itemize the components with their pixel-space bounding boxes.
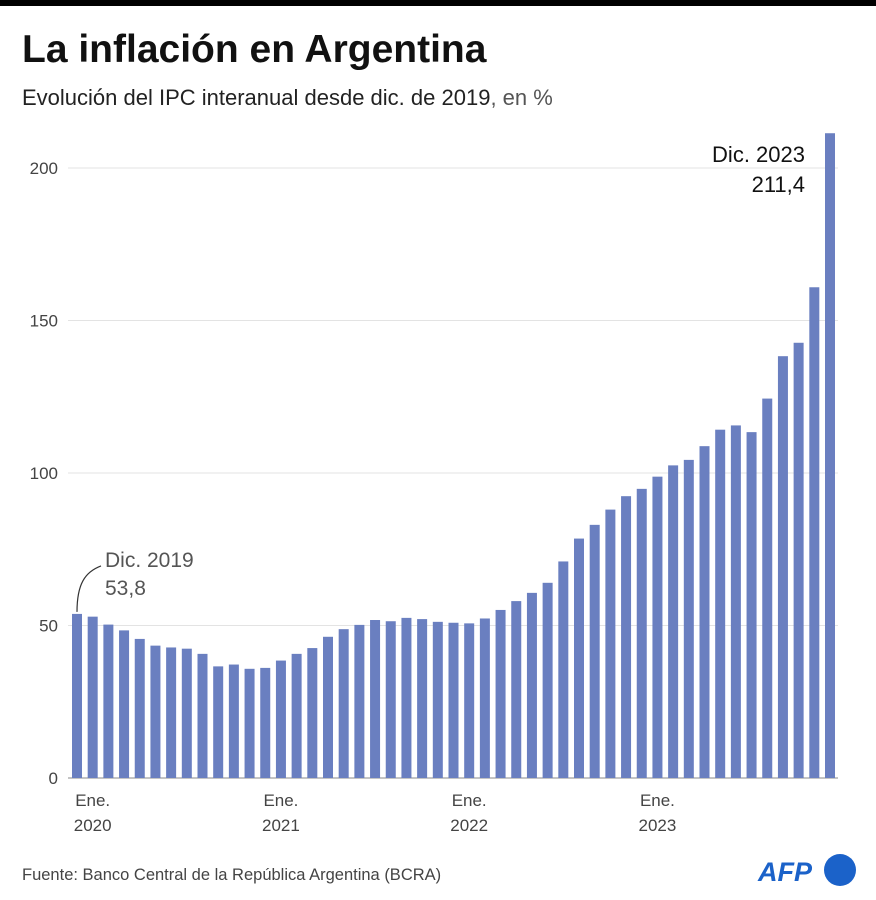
bar-jun-2023 (730, 425, 741, 778)
annotation-leader-line (76, 565, 102, 612)
x-tick-label: Ene. (452, 791, 487, 810)
annotation-label: Dic. 2023 (712, 142, 805, 167)
annotation-label: Dic. 2019 (105, 549, 194, 572)
bar-jul-2022 (558, 561, 569, 778)
chart-subtitle: Evolución del IPC interanual desde dic. … (22, 85, 553, 110)
x-tick-label: Ene. (75, 791, 110, 810)
bar-abr-2020 (134, 638, 145, 778)
bar-mar-2022 (495, 609, 506, 778)
afp-logo-circle (824, 854, 856, 886)
bar-mar-2021 (307, 648, 318, 778)
bar-jul-2023 (746, 432, 757, 778)
x-tick-label: 2021 (262, 816, 300, 835)
y-tick-label: 150 (30, 312, 58, 331)
bar-may-2021 (338, 629, 349, 778)
subtitle-unit: , en % (490, 85, 552, 110)
bar-jul-2021 (370, 620, 381, 778)
y-tick-label: 50 (39, 617, 58, 636)
annotations: Dic. 2019 53,8 Dic. 2023 211,4 (76, 142, 805, 612)
bars (72, 133, 835, 779)
bar-jun-2022 (542, 582, 553, 778)
bar-may-2020 (150, 645, 161, 778)
bar-oct-2020 (228, 664, 239, 778)
bar-ene-2020 (87, 616, 98, 778)
bar-ago-2023 (762, 398, 773, 778)
x-axis: Ene. 2020 Ene. 2021 Ene. 2022 Ene. 2023 (74, 791, 677, 835)
bar-ene-2022 (464, 623, 475, 778)
bar-ene-2021 (275, 660, 286, 778)
bar-dic-2020 (260, 667, 271, 778)
x-tick-label: 2022 (450, 816, 488, 835)
x-tick-label: Ene. (640, 791, 675, 810)
afp-logo: AFP (757, 854, 856, 887)
bar-feb-2020 (103, 624, 114, 778)
bar-dic-2022 (636, 488, 647, 778)
bar-ago-2020 (197, 653, 208, 778)
bar-nov-2020 (244, 668, 255, 778)
bar-may-2022 (526, 592, 537, 778)
chart-title: La inflación en Argentina (22, 28, 487, 71)
bar-ene-2023 (652, 476, 663, 778)
annotation-value: 211,4 (752, 172, 805, 197)
bar-sep-2021 (401, 617, 412, 778)
y-axis: 0 50 100 150 200 (30, 159, 58, 788)
bar-dic-2021 (448, 622, 459, 778)
bar-nov-2021 (432, 621, 443, 778)
bar-oct-2021 (417, 619, 428, 778)
x-tick-label: 2023 (639, 816, 677, 835)
bar-jun-2020 (166, 647, 177, 778)
bar-sep-2020 (213, 666, 224, 778)
bar-jun-2021 (354, 624, 365, 778)
x-tick-label: Ene. (263, 791, 298, 810)
annotation-value: 53,8 (105, 577, 146, 600)
bar-dic-2019 (72, 613, 82, 778)
subtitle-text: Evolución del IPC interanual desde dic. … (22, 85, 490, 110)
x-tick-label: 2020 (74, 816, 112, 835)
bar-sep-2022 (589, 524, 600, 778)
y-tick-label: 0 (49, 769, 58, 788)
bar-abr-2021 (323, 636, 333, 778)
bar-dic-2023 (825, 133, 835, 779)
source-note: Fuente: Banco Central de la República Ar… (22, 866, 441, 884)
afp-logo-text: AFP (757, 857, 813, 887)
bar-abr-2022 (511, 601, 522, 778)
top-rule (0, 0, 876, 6)
bar-mar-2020 (119, 630, 130, 778)
bar-feb-2022 (479, 618, 490, 778)
bar-ago-2021 (385, 621, 396, 778)
bar-abr-2023 (699, 446, 710, 778)
bar-feb-2021 (291, 653, 302, 778)
y-tick-label: 100 (30, 464, 58, 483)
bar-feb-2023 (668, 465, 679, 778)
bar-nov-2023 (809, 287, 820, 778)
bar-oct-2022 (605, 509, 616, 778)
bar-may-2023 (715, 429, 726, 778)
bar-ago-2022 (574, 538, 584, 778)
bar-nov-2022 (621, 496, 632, 778)
bar-jul-2020 (181, 648, 192, 778)
bar-mar-2023 (683, 459, 694, 778)
y-tick-label: 200 (30, 159, 58, 178)
bar-sep-2023 (777, 356, 788, 778)
bar-oct-2023 (793, 342, 804, 778)
